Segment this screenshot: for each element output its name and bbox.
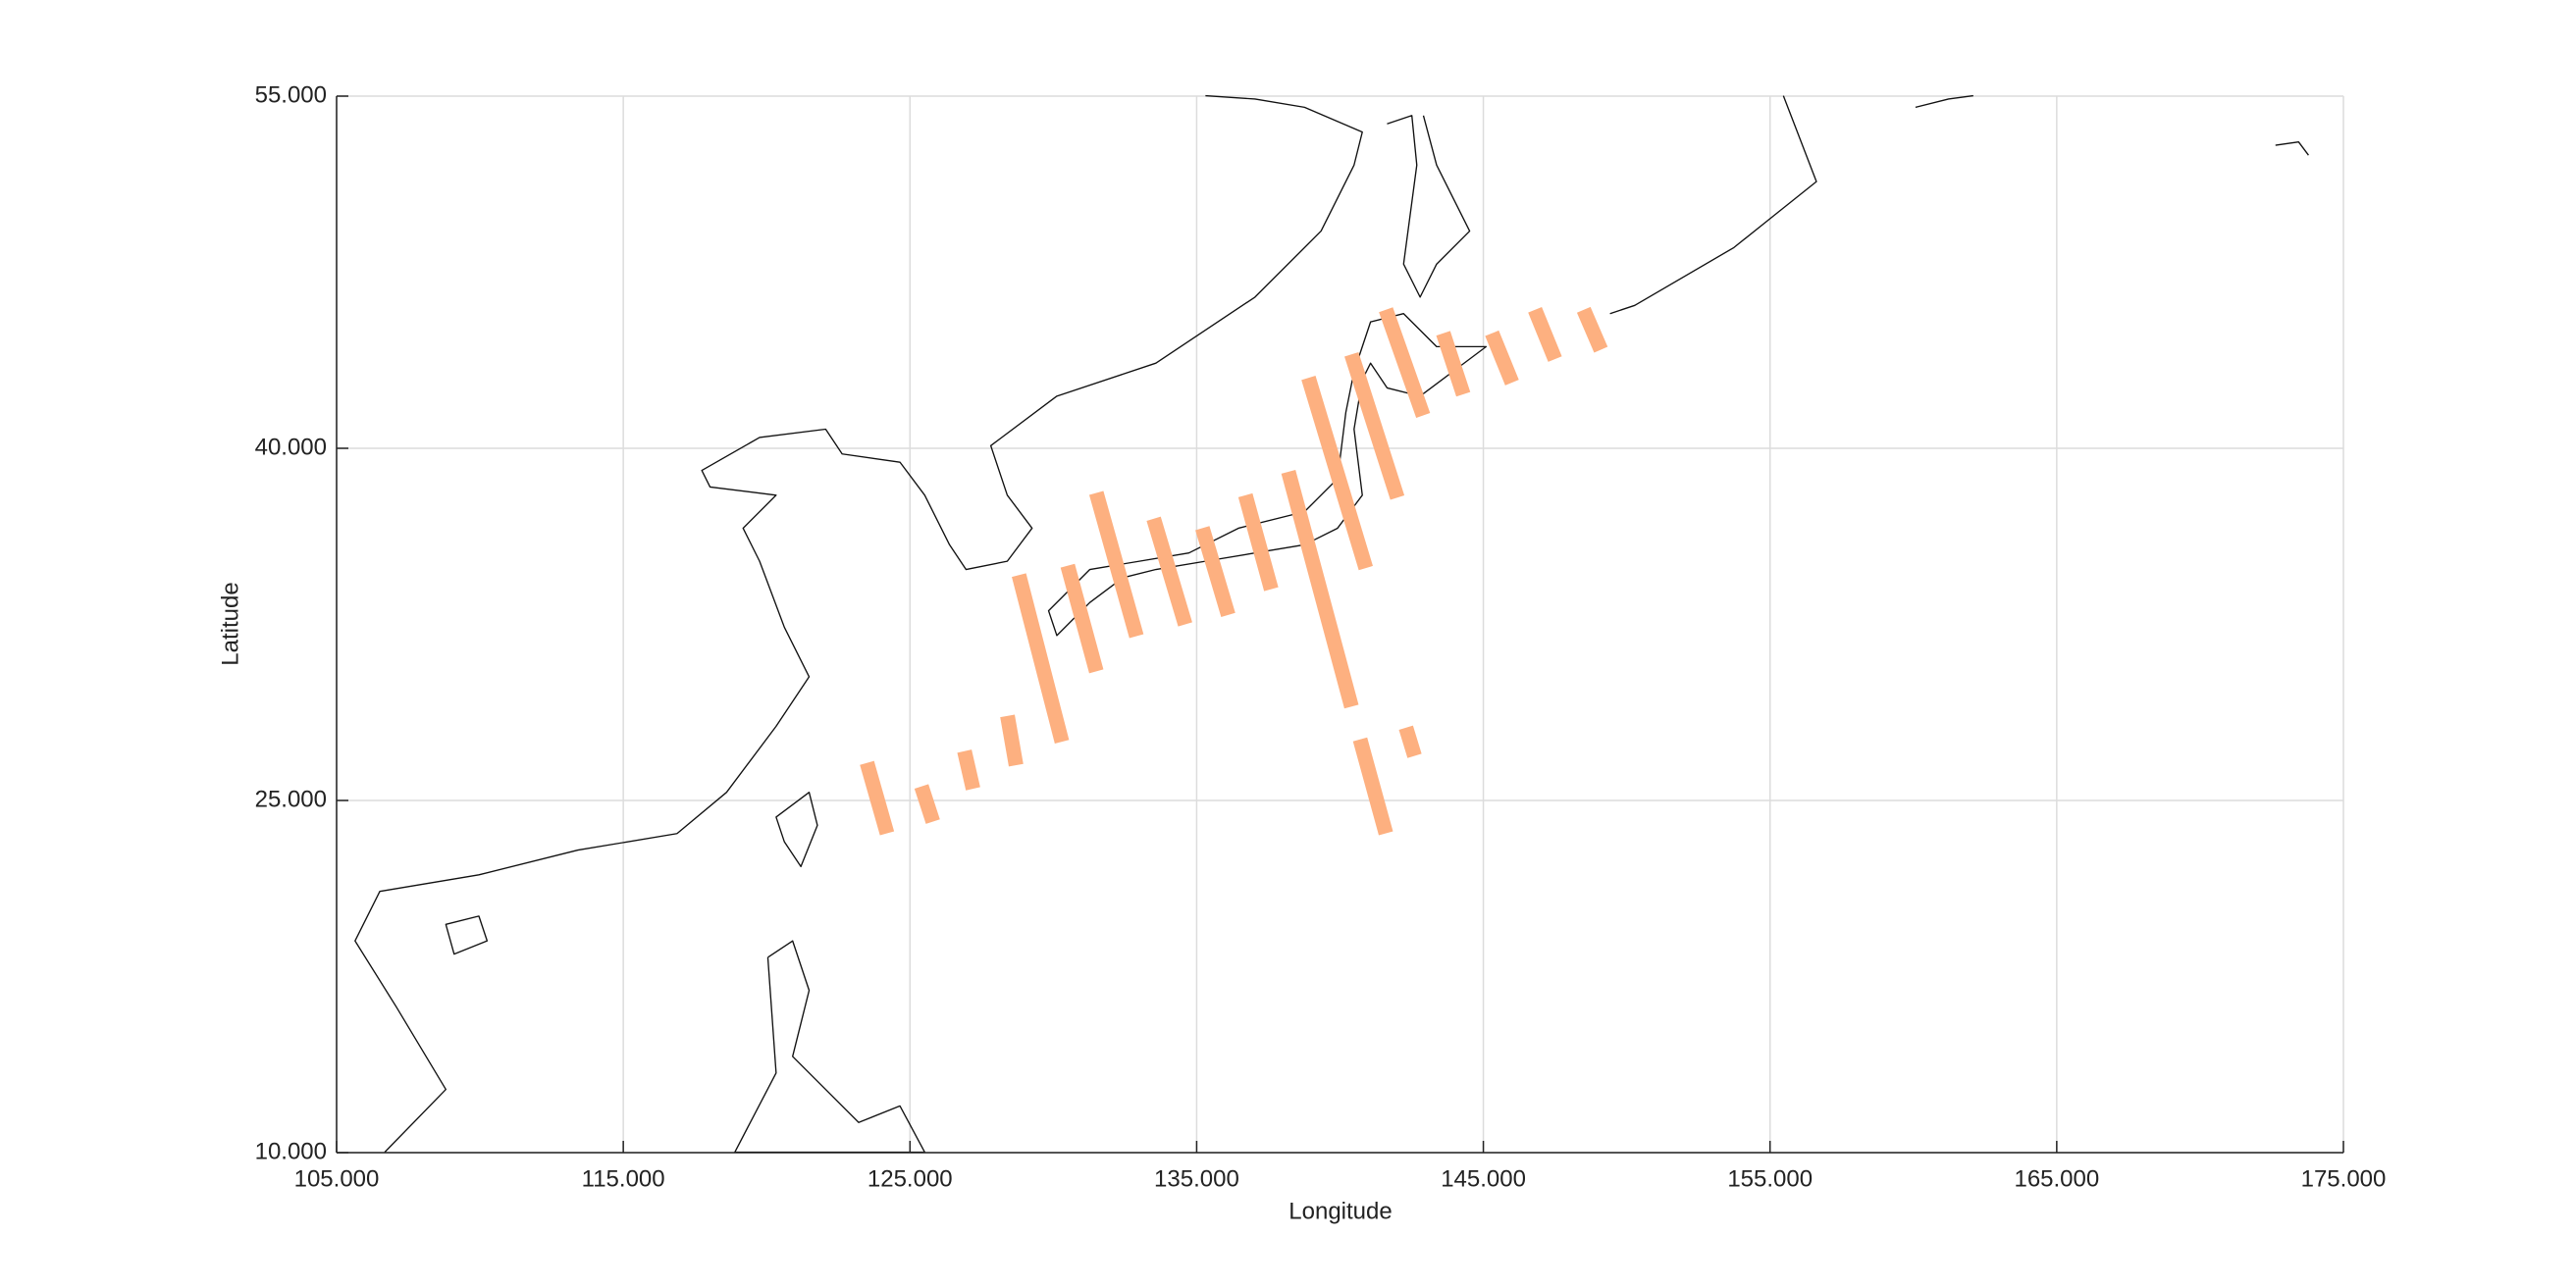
track-swath: [957, 749, 980, 791]
y-tick-label: 40.000: [255, 434, 327, 460]
x-tick-label: 165.000: [2014, 1165, 2099, 1192]
x-tick-label: 115.000: [582, 1165, 665, 1192]
track-swath: [1436, 331, 1471, 397]
track-swath: [1012, 573, 1070, 745]
track-swath: [1000, 714, 1024, 767]
track-swath: [1352, 737, 1393, 836]
axes: 105.000 115.000 125.000 135.000 145.000 155.0…: [255, 81, 2387, 1192]
track-swath: [1379, 307, 1431, 418]
x-tick-label: 175.000: [2301, 1165, 2387, 1192]
track-swath: [1344, 351, 1405, 500]
track-swath: [1060, 563, 1104, 674]
track-swath: [1398, 725, 1422, 758]
track-swath: [914, 784, 940, 824]
track-swath: [1576, 306, 1608, 353]
y-tick-label: 10.000: [255, 1138, 327, 1164]
tracks: [860, 306, 1608, 836]
x-tick-label: 135.000: [1154, 1165, 1239, 1192]
coastline: [1609, 95, 1817, 315]
coastline: [734, 940, 925, 1154]
track-swath: [1301, 376, 1373, 571]
track-swath: [1146, 516, 1192, 627]
coastline: [775, 792, 818, 868]
track-swath: [1088, 490, 1144, 639]
coastline: [1915, 94, 1973, 109]
x-axis-label: Longitude: [1288, 1198, 1392, 1224]
coastline: [2275, 141, 2309, 156]
x-tick-label: 145.000: [1441, 1165, 1526, 1192]
track-swath: [860, 760, 895, 836]
y-tick-label: 55.000: [255, 81, 327, 108]
coastline: [445, 915, 489, 955]
coastline: [1387, 115, 1471, 298]
track-swath: [1281, 469, 1359, 709]
track-swath: [1528, 306, 1562, 362]
y-axis-label: Latitude: [217, 582, 243, 665]
y-tick-label: 25.000: [255, 786, 327, 812]
track-swath: [1237, 492, 1279, 592]
x-tick-label: 155.000: [1727, 1165, 1813, 1192]
track-swath: [1195, 526, 1235, 618]
coastline: [354, 94, 1363, 1153]
x-tick-label: 125.000: [867, 1165, 953, 1192]
track-swath: [1485, 330, 1519, 386]
x-tick-label: 105.000: [294, 1165, 380, 1192]
